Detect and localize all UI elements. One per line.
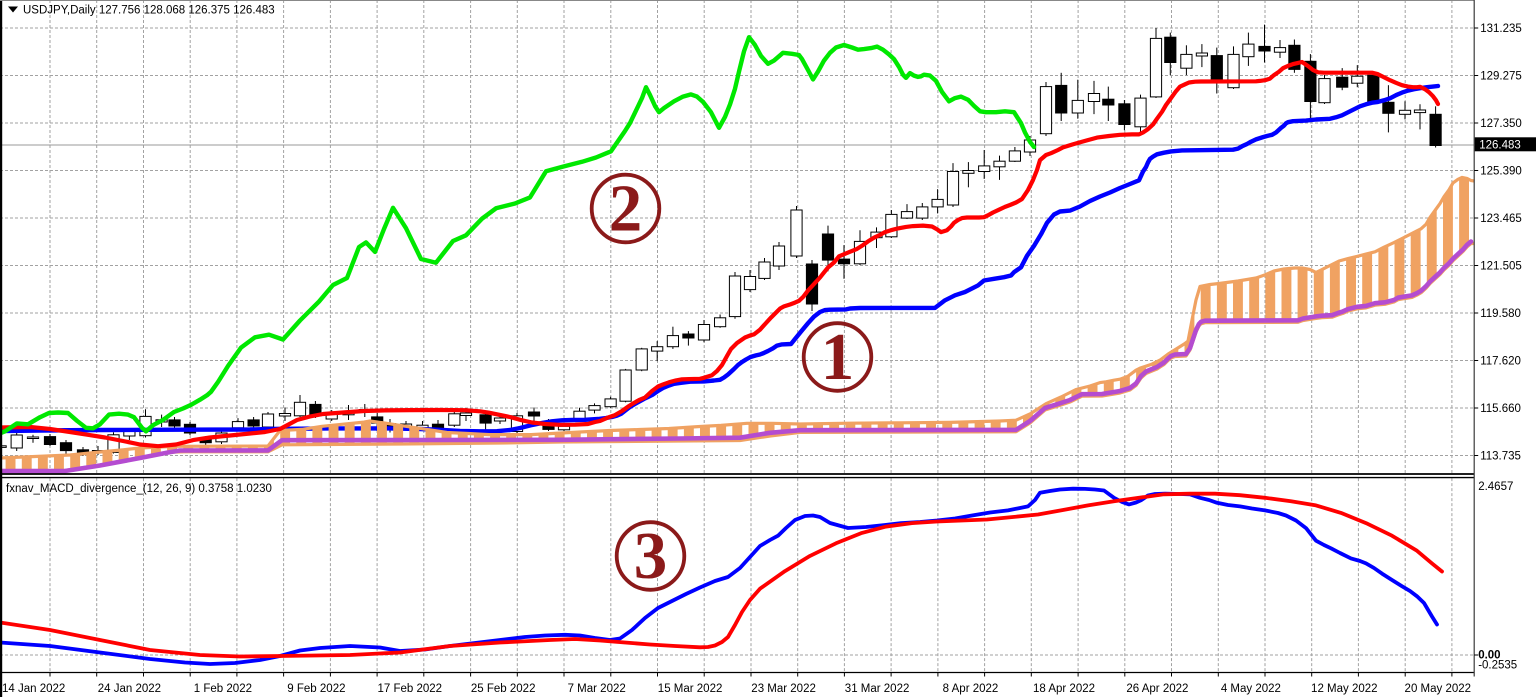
svg-text:15 Mar 2022: 15 Mar 2022: [658, 683, 723, 695]
svg-text:23 Mar 2022: 23 Mar 2022: [751, 683, 816, 695]
svg-text:2: 2: [609, 172, 643, 246]
svg-text:126.483: 126.483: [1479, 140, 1521, 152]
svg-text:1 Feb 2022: 1 Feb 2022: [194, 683, 252, 695]
svg-text:17 Feb 2022: 17 Feb 2022: [378, 683, 443, 695]
svg-text:7 Mar 2022: 7 Mar 2022: [568, 683, 626, 695]
svg-text:2.4657: 2.4657: [1478, 481, 1513, 493]
svg-text:12 May 2022: 12 May 2022: [1311, 683, 1378, 695]
svg-text:113.735: 113.735: [1480, 451, 1521, 463]
svg-text:24 Jan 2022: 24 Jan 2022: [98, 683, 161, 695]
svg-text:131.235: 131.235: [1480, 23, 1522, 35]
svg-text:26 Apr 2022: 26 Apr 2022: [1126, 683, 1188, 695]
svg-text:25 Feb 2022: 25 Feb 2022: [471, 683, 536, 695]
svg-text:1: 1: [821, 320, 855, 394]
svg-text:117.620: 117.620: [1480, 356, 1521, 368]
svg-text:20 May 2022: 20 May 2022: [1405, 683, 1472, 695]
svg-text:3: 3: [634, 519, 668, 593]
svg-text:121.505: 121.505: [1480, 261, 1522, 273]
svg-text:129.275: 129.275: [1480, 71, 1522, 83]
svg-text:fxnav_MACD_divergence_(12, 26,: fxnav_MACD_divergence_(12, 26, 9) 0.3758…: [6, 483, 272, 495]
svg-text:18 Apr 2022: 18 Apr 2022: [1033, 683, 1095, 695]
svg-text:123.465: 123.465: [1480, 213, 1522, 225]
svg-text:31 Mar 2022: 31 Mar 2022: [845, 683, 910, 695]
svg-text:115.660: 115.660: [1480, 403, 1521, 415]
svg-text:127.350: 127.350: [1480, 118, 1522, 130]
svg-text:9 Feb 2022: 9 Feb 2022: [287, 683, 345, 695]
svg-text:-0.2535: -0.2535: [1478, 660, 1517, 672]
svg-text:USDJPY,Daily 127.756 128.068 1: USDJPY,Daily 127.756 128.068 126.375 126…: [23, 5, 275, 17]
svg-text:119.580: 119.580: [1480, 308, 1521, 320]
svg-text:125.390: 125.390: [1480, 166, 1522, 178]
svg-text:4 May 2022: 4 May 2022: [1221, 683, 1281, 695]
svg-text:8 Apr 2022: 8 Apr 2022: [943, 683, 999, 695]
svg-text:0.00: 0.00: [1478, 650, 1500, 662]
svg-text:14 Jan 2022: 14 Jan 2022: [2, 683, 65, 695]
